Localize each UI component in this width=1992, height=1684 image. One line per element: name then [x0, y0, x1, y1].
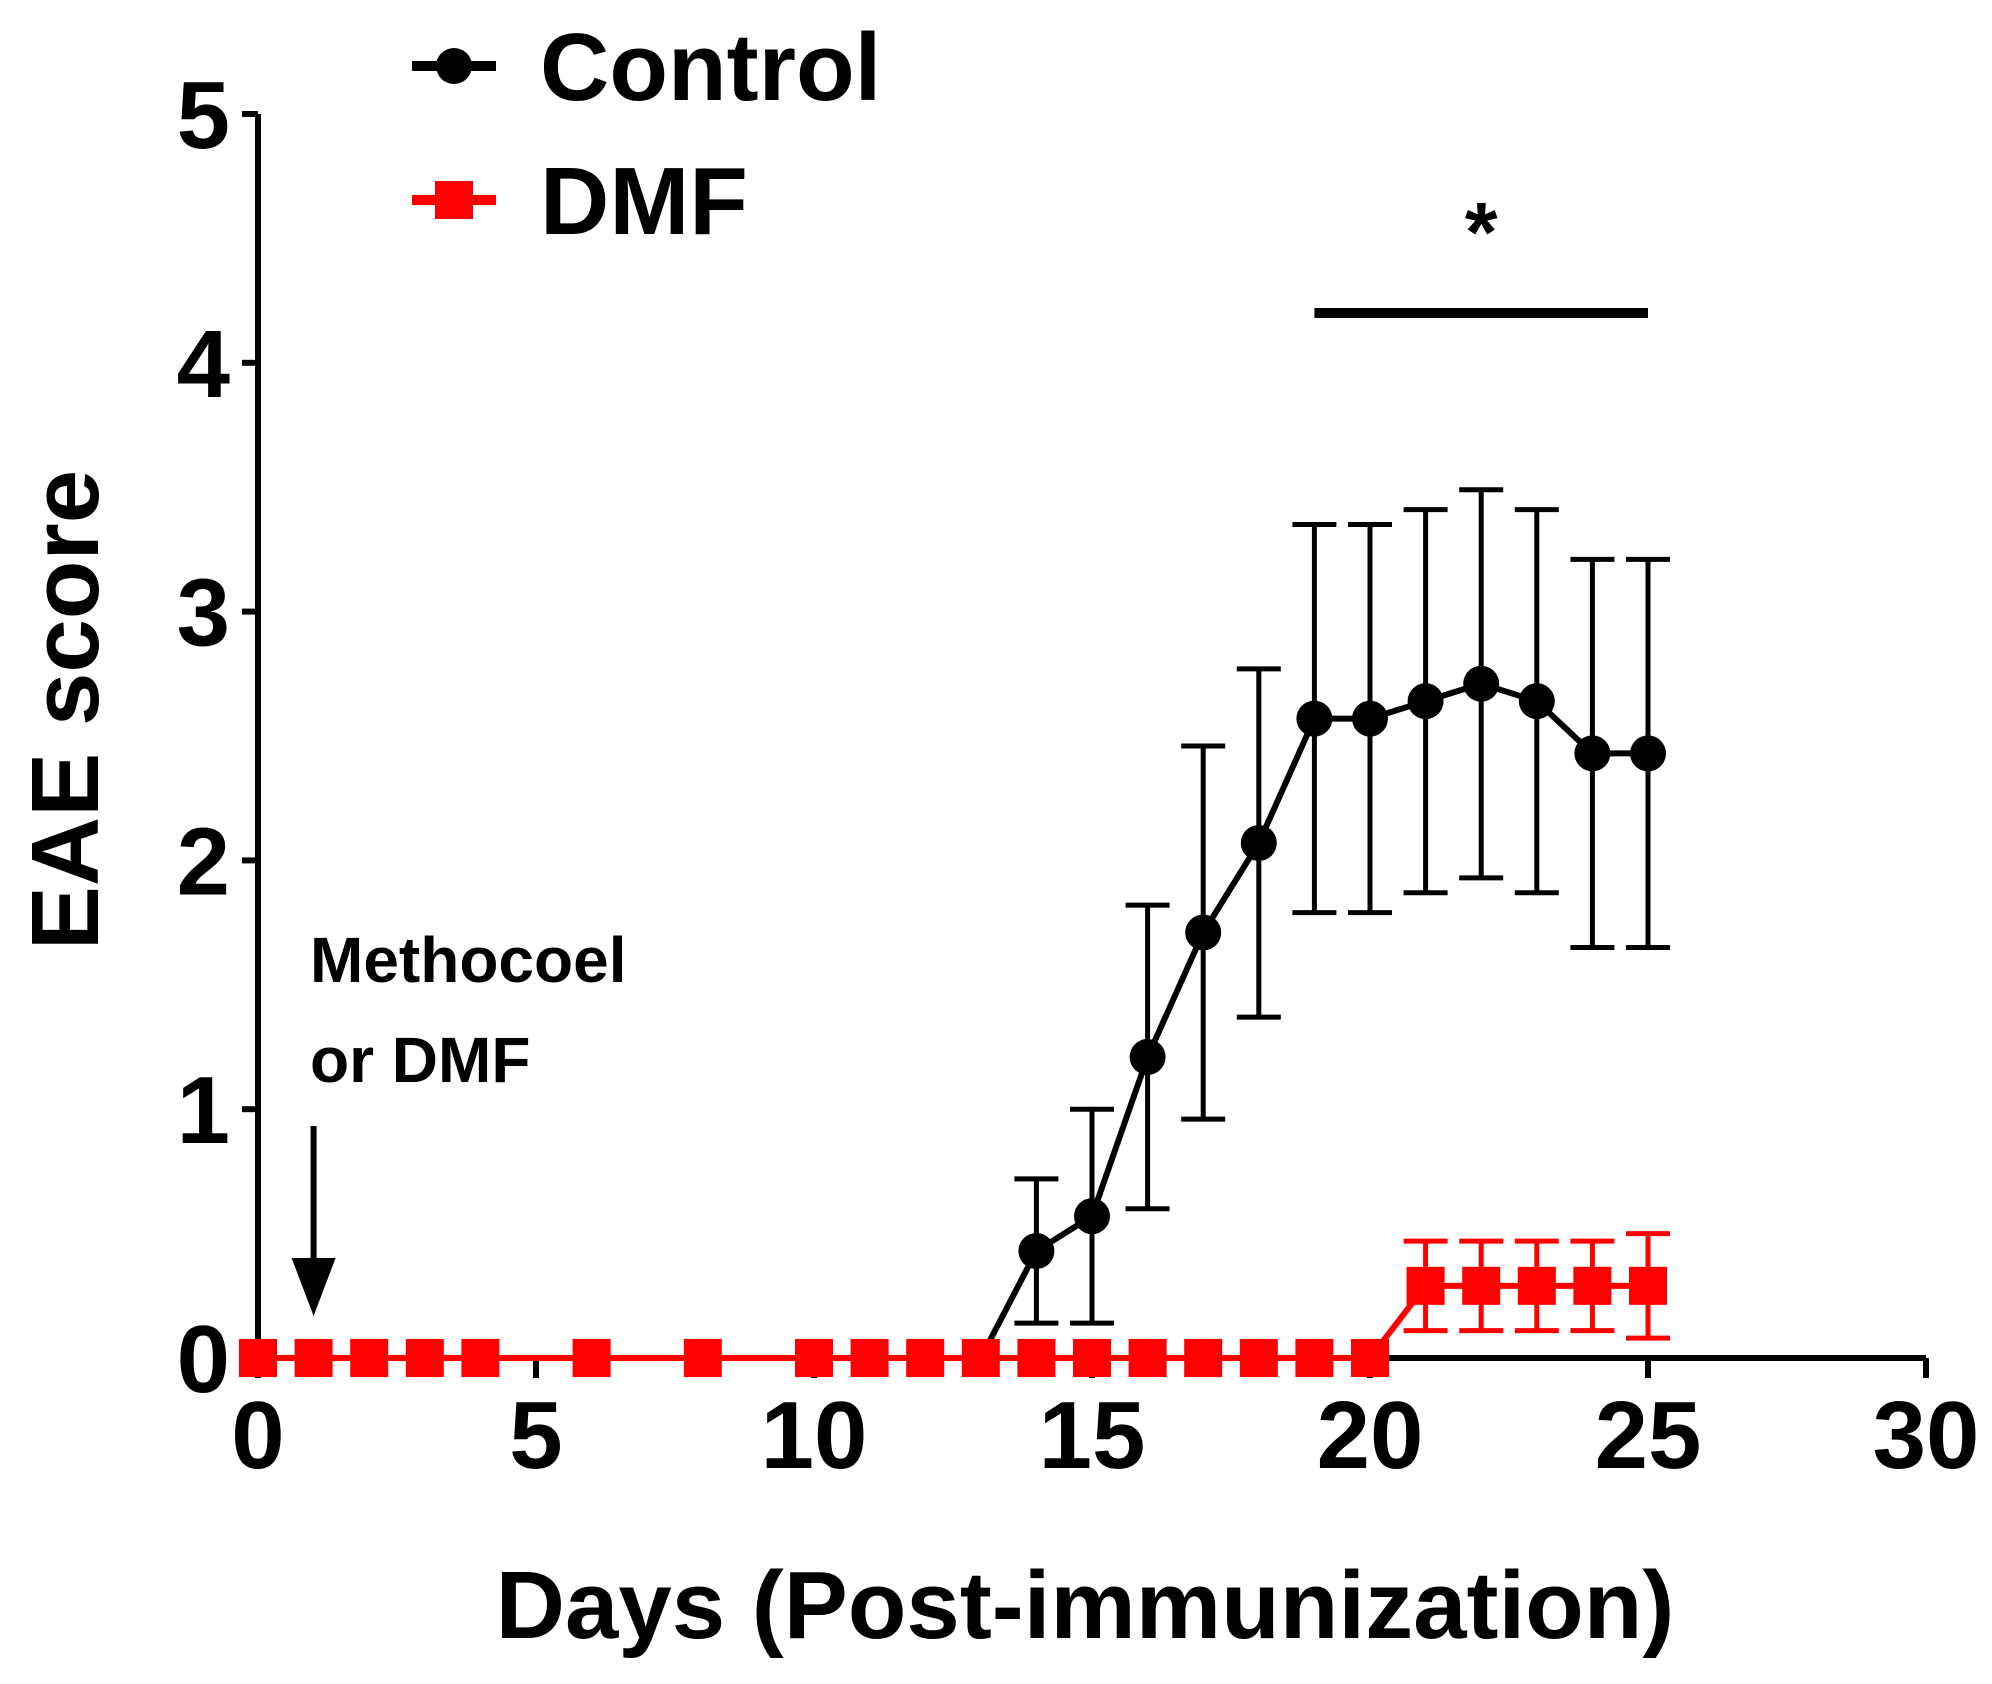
y-axis-title: EAE score [12, 470, 119, 950]
data-point [1407, 683, 1444, 720]
data-point [1295, 1339, 1334, 1377]
data-point [1462, 1266, 1501, 1305]
data-point [1406, 1266, 1445, 1305]
data-point [1239, 1339, 1278, 1377]
x-axis-title: Days (Post-immunization) [496, 1552, 1675, 1659]
data-point [1240, 824, 1277, 861]
y-tick-label: 3 [177, 560, 230, 667]
data-point [961, 1339, 1000, 1377]
data-point [1129, 1038, 1166, 1075]
data-point [350, 1339, 389, 1377]
data-point [1573, 1266, 1612, 1305]
significance-star: * [1465, 185, 1498, 279]
data-point [1296, 700, 1333, 737]
legend-marker [436, 48, 472, 84]
data-point [1518, 683, 1555, 720]
x-tick-label: 25 [1595, 1382, 1702, 1489]
data-point [1184, 1339, 1223, 1377]
data-point [239, 1339, 277, 1377]
legend: Control DMF [412, 14, 881, 255]
data-point [572, 1339, 611, 1377]
data-point [1185, 914, 1222, 951]
x-tick-label: 30 [1873, 1382, 1980, 1489]
axes [242, 111, 1929, 1378]
series-dmf [239, 1231, 1670, 1377]
y-tick-label: 0 [177, 1306, 230, 1413]
x-tick-label: 5 [509, 1382, 562, 1489]
arrow-head [291, 1258, 336, 1316]
data-point [1128, 1339, 1167, 1377]
x-tick-label: 15 [1039, 1382, 1146, 1489]
data-point [1630, 735, 1666, 772]
legend-label: Control [540, 14, 881, 121]
data-point [1074, 1198, 1110, 1235]
data-point [850, 1339, 889, 1377]
y-tick-label: 2 [177, 808, 230, 915]
y-tick-label: 4 [177, 311, 230, 418]
x-tick-label: 0 [231, 1382, 284, 1489]
data-point [683, 1339, 722, 1377]
data-point [906, 1339, 945, 1377]
legend-entry-control: Control [412, 14, 881, 121]
annotations: Methocoel or DMF * [291, 185, 1648, 1316]
data-point [1352, 700, 1388, 737]
data-point [1629, 1266, 1667, 1305]
data-point [1463, 665, 1500, 702]
x-tick-label: 20 [1317, 1382, 1424, 1489]
legend-entry-dmf: DMF [412, 148, 748, 255]
data-point [461, 1339, 500, 1377]
x-tick-label: 10 [761, 1382, 868, 1489]
legend-label: DMF [540, 148, 748, 255]
data-point [405, 1339, 444, 1377]
data-point [294, 1339, 333, 1377]
data-point [1073, 1339, 1111, 1377]
data-point [1018, 1233, 1055, 1270]
y-tick-label: 1 [177, 1057, 230, 1164]
data-point [1517, 1266, 1556, 1305]
arrow-annotation-line: or DMF [310, 1024, 530, 1096]
data-point [1017, 1339, 1056, 1377]
legend-marker [435, 181, 473, 219]
data-point [1351, 1339, 1389, 1377]
series-layer [239, 487, 1670, 1377]
series-line [258, 680, 1648, 1361]
tick-labels: 0 1 2 3 4 5 0 5 10 15 20 25 30 [177, 62, 1980, 1489]
y-tick-label: 5 [177, 62, 230, 169]
data-point [1574, 735, 1611, 772]
data-point [795, 1339, 833, 1377]
arrow-annotation-line: Methocoel [310, 924, 626, 996]
